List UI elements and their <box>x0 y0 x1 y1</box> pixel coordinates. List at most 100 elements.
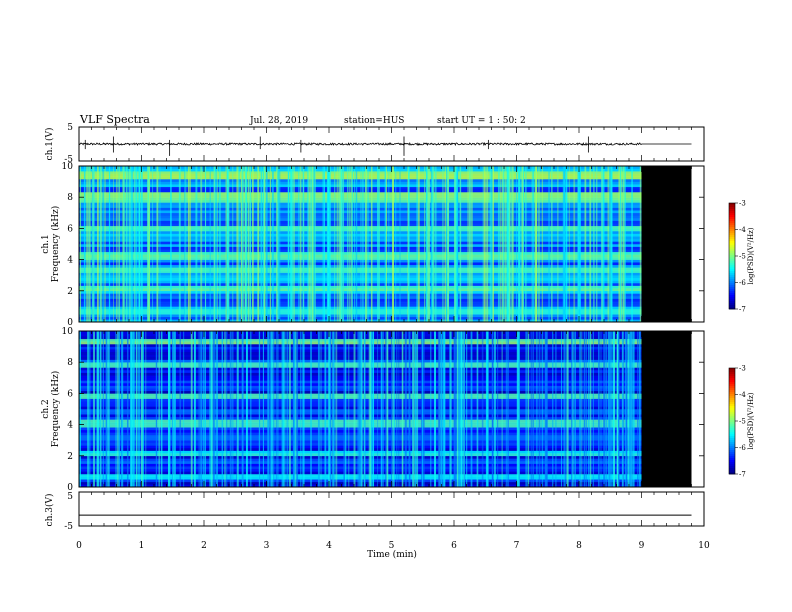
ytick-label: 6 <box>67 224 73 234</box>
spectrogram-streak <box>610 331 612 487</box>
spectrogram-streak <box>272 166 274 322</box>
spectrogram-streak <box>138 166 140 322</box>
colorbar-tick-label: -6 <box>739 279 746 287</box>
colorbar-tick-label: -3 <box>739 365 746 373</box>
spectrogram-streak <box>365 166 367 322</box>
spectrogram-streak <box>548 166 550 322</box>
colorbar-step <box>729 245 735 248</box>
spectrogram-streak <box>267 331 270 487</box>
spectrogram-streak <box>142 331 144 487</box>
spectrogram-streak <box>536 331 538 487</box>
spectrogram-streak <box>386 331 388 487</box>
spectrogram-streak <box>275 331 277 487</box>
spectrogram-row <box>79 225 642 229</box>
spectrogram-streak <box>257 166 260 322</box>
colorbar-step <box>729 436 735 439</box>
spectrogram-streak <box>564 331 567 487</box>
colorbar-step <box>729 239 735 242</box>
xtick-label: 8 <box>576 541 582 551</box>
spectrogram-streak <box>187 166 189 322</box>
spectrogram-streak <box>327 331 329 487</box>
spectrogram-streak <box>209 331 211 487</box>
spectrogram-streak <box>139 166 141 322</box>
colorbar-step <box>729 305 735 308</box>
spectrogram-streak <box>390 331 392 487</box>
colorbar-step <box>729 307 735 310</box>
ch1-spec-channel-label: ch.1 <box>41 234 51 253</box>
colorbar-step <box>729 211 735 214</box>
spectrogram-streak <box>214 331 216 487</box>
spectrogram-streak <box>579 331 582 487</box>
colorbar-step <box>729 253 735 256</box>
spectrogram-streak <box>292 166 295 322</box>
spectrogram-streak <box>454 166 456 322</box>
spectrogram-row <box>79 192 642 195</box>
spectrogram-streak <box>245 166 247 322</box>
spectrogram-streak <box>602 166 605 322</box>
spectrogram-streak <box>168 331 171 487</box>
colorbar-step <box>729 261 735 264</box>
colorbar-step <box>729 295 735 298</box>
spectrogram-streak <box>574 331 576 487</box>
spectrogram-streak <box>218 166 221 322</box>
spectrogram-row <box>79 244 642 247</box>
xtick-label: 5 <box>389 541 395 551</box>
spectrogram-streak <box>613 331 616 487</box>
spectrogram-streak <box>395 166 397 322</box>
spectrogram-row <box>79 207 642 211</box>
spectrogram-streak <box>360 331 362 487</box>
spectrogram-streak <box>131 166 134 322</box>
colorbar-step <box>729 422 735 425</box>
spectrogram-streak <box>118 331 121 487</box>
spectrogram-streak <box>507 331 509 487</box>
spectrogram-streak <box>324 331 326 487</box>
colorbar-step <box>729 267 735 270</box>
spectrogram-streak <box>466 331 468 487</box>
colorbar-tick-label: -4 <box>739 226 746 234</box>
spectrogram-streak <box>368 331 371 487</box>
ch2-spectrogram-image <box>79 331 644 488</box>
spectrogram-streak <box>302 166 305 322</box>
spectrogram-streak <box>309 166 312 322</box>
colorbar-step <box>729 281 735 284</box>
spectrogram-streak <box>530 331 533 487</box>
spectrogram-streak <box>380 331 382 487</box>
spectrogram-streak <box>131 331 133 487</box>
colorbar-step <box>729 283 735 286</box>
spectrogram-streak <box>155 331 158 487</box>
spectrogram-streak <box>270 331 273 487</box>
colorbar-step <box>729 221 735 224</box>
spectrogram-row <box>79 306 642 310</box>
spectrogram-streak <box>277 166 279 322</box>
spectrogram-streak <box>262 331 264 487</box>
spectrogram-streak <box>506 166 508 322</box>
spectrogram-streak <box>168 331 170 487</box>
colorbar-step <box>729 257 735 260</box>
spectrogram-streak <box>262 166 265 322</box>
colorbar-step <box>729 269 735 272</box>
spectrogram-streak <box>184 166 187 322</box>
colorbar-step <box>729 424 735 427</box>
spectrogram-streak <box>467 166 469 322</box>
spectrogram-streak <box>221 331 224 487</box>
spectrogram-streak <box>384 166 386 322</box>
spectrogram-streak <box>525 166 527 322</box>
spectrogram-streak <box>236 166 238 322</box>
colorbar-step <box>729 466 735 469</box>
spectrogram-streak <box>338 166 340 322</box>
spectrogram-streak <box>532 331 534 487</box>
colorbar-step <box>729 438 735 441</box>
spectrogram-streak <box>438 331 441 487</box>
spectrogram-streak <box>564 166 566 322</box>
colorbar-step <box>729 229 735 232</box>
spectrogram-streak <box>572 331 574 487</box>
colorbar-step <box>729 464 735 467</box>
colorbar-step <box>729 414 735 417</box>
spectrogram-streak <box>507 166 510 322</box>
colorbar-step <box>729 430 735 433</box>
spectrogram-row <box>79 179 642 182</box>
spectrogram-row <box>79 246 642 250</box>
spectrogram-streak <box>118 166 120 322</box>
spectrogram-streak <box>215 166 217 322</box>
